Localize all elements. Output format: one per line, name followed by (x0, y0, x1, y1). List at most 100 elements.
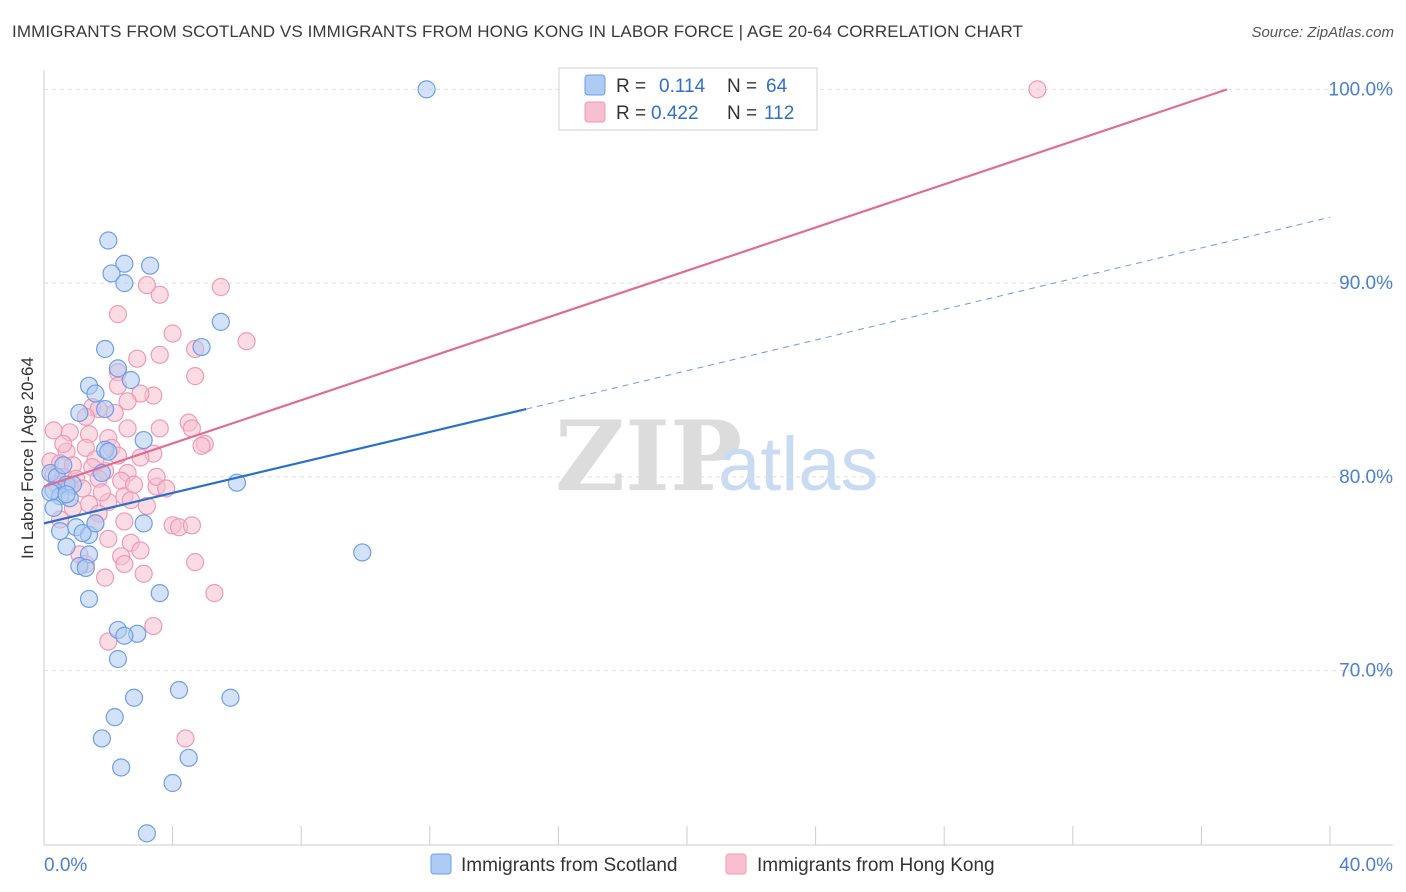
data-point-scotland (76, 558, 95, 578)
data-point-hong-kong (99, 632, 118, 651)
data-point-scotland (134, 514, 153, 533)
trend-lines (43, 88, 1331, 525)
stats-n-value-hong-kong: 112 (764, 103, 794, 124)
data-point-scotland (73, 523, 92, 543)
data-point-hong-kong (108, 305, 128, 324)
data-point-scotland (221, 688, 240, 707)
stats-r-value-hong-kong: 0.422 (651, 103, 699, 124)
data-point-scotland (121, 370, 140, 390)
data-point-hong-kong (92, 483, 111, 502)
legend-label-scotland: Immigrants from Scotland (461, 855, 677, 876)
data-point-scotland (124, 688, 144, 707)
data-point-scotland (86, 514, 105, 533)
data-point-hong-kong (124, 475, 144, 494)
data-point-scotland (417, 80, 436, 99)
data-point-scotland (115, 254, 134, 273)
trend-line-scotland-extension (526, 216, 1331, 410)
data-point-hong-kong (137, 496, 156, 516)
data-point-scotland (150, 584, 169, 603)
y-tick-labels: 100.0% 90.0% 80.0% 70.0% (1329, 79, 1394, 681)
data-point-hong-kong (137, 275, 156, 295)
y-tick-label: 90.0% (1339, 273, 1393, 294)
y-tick-label: 70.0% (1339, 661, 1393, 682)
data-point-hong-kong (131, 541, 150, 560)
gridlines (44, 88, 1393, 672)
data-point-scotland (163, 773, 182, 793)
data-point-scotland (112, 758, 131, 777)
series-scotland-points (41, 80, 436, 843)
data-point-scotland (54, 456, 73, 475)
data-point-scotland (115, 626, 134, 645)
data-point-hong-kong (121, 491, 140, 510)
data-point-scotland (99, 231, 118, 250)
data-point-hong-kong (150, 419, 169, 438)
y-axis-label: In Labor Force | Age 20-64 (18, 357, 37, 559)
data-point-hong-kong (144, 616, 163, 636)
stats-n-label-scotland: N = (727, 76, 757, 97)
data-point-scotland (105, 708, 124, 727)
series-hong-kong-points (41, 80, 1047, 748)
data-point-scotland (57, 537, 76, 556)
data-point-scotland (134, 430, 153, 450)
watermark-zip: ZIP (555, 400, 742, 513)
stats-n-label-hong-kong: N = (727, 103, 757, 124)
chart-title: IMMIGRANTS FROM SCOTLAND VS IMMIGRANTS F… (12, 22, 1024, 41)
data-point-scotland (79, 589, 99, 609)
data-point-scotland (86, 384, 105, 403)
stats-r-label-hong-kong: R = (616, 103, 646, 124)
data-point-scotland (115, 274, 134, 293)
data-point-scotland (192, 337, 211, 357)
data-point-hong-kong (237, 332, 256, 351)
watermark: ZIP atlas (555, 400, 879, 513)
stats-legend: R = 0.114 N = 64 R = 0.422 N = 112 (558, 67, 818, 131)
data-point-hong-kong (76, 438, 95, 457)
data-point-hong-kong (118, 419, 137, 438)
data-point-scotland (57, 485, 76, 504)
stats-swatch-hong-kong (584, 101, 606, 123)
data-point-scotland (70, 403, 89, 423)
stats-swatch-scotland (584, 74, 606, 96)
data-point-hong-kong (118, 392, 137, 411)
data-point-hong-kong (54, 434, 73, 454)
data-point-hong-kong (186, 553, 205, 572)
stats-n-value-scotland: 64 (766, 76, 788, 97)
data-point-hong-kong (1028, 80, 1047, 99)
y-tick-label: 100.0% (1329, 79, 1394, 100)
data-point-hong-kong (128, 349, 147, 368)
x-tick-label: 40.0% (1339, 855, 1393, 876)
data-point-scotland (179, 748, 198, 767)
data-point-hong-kong (115, 554, 134, 574)
x-tick-label: 0.0% (44, 855, 87, 876)
data-point-hong-kong (95, 568, 115, 587)
trend-line-scotland (43, 407, 527, 525)
chart-source: Source: ZipAtlas.com (1251, 24, 1394, 41)
data-point-hong-kong (176, 729, 195, 748)
data-point-hong-kong (211, 277, 230, 297)
data-point-scotland (50, 522, 70, 541)
y-tick-label: 80.0% (1339, 467, 1393, 488)
data-point-scotland (140, 256, 160, 275)
data-point-hong-kong (99, 529, 118, 548)
data-point-hong-kong (186, 367, 205, 386)
legend-label-hong-kong: Immigrants from Hong Kong (757, 855, 995, 876)
data-point-scotland (137, 824, 156, 843)
watermark-atlas: atlas (718, 422, 879, 507)
legend-swatch-scotland (430, 853, 452, 875)
data-point-scotland (102, 264, 121, 283)
data-point-hong-kong (147, 467, 166, 486)
data-point-scotland (92, 729, 111, 748)
data-point-hong-kong (134, 564, 153, 583)
data-point-scotland (99, 442, 118, 461)
data-point-scotland (95, 339, 115, 359)
legend-swatch-hong-kong (725, 853, 747, 875)
stats-r-label-scotland: R = (616, 76, 646, 97)
data-point-scotland (95, 399, 115, 419)
data-point-hong-kong (150, 345, 169, 364)
data-point-scotland (353, 543, 372, 562)
data-point-hong-kong (150, 285, 169, 304)
data-point-hong-kong (115, 512, 134, 531)
stats-r-value-scotland: 0.114 (659, 76, 706, 97)
data-point-hong-kong (182, 516, 201, 535)
series-legend: Immigrants from Scotland Immigrants from… (430, 853, 995, 876)
